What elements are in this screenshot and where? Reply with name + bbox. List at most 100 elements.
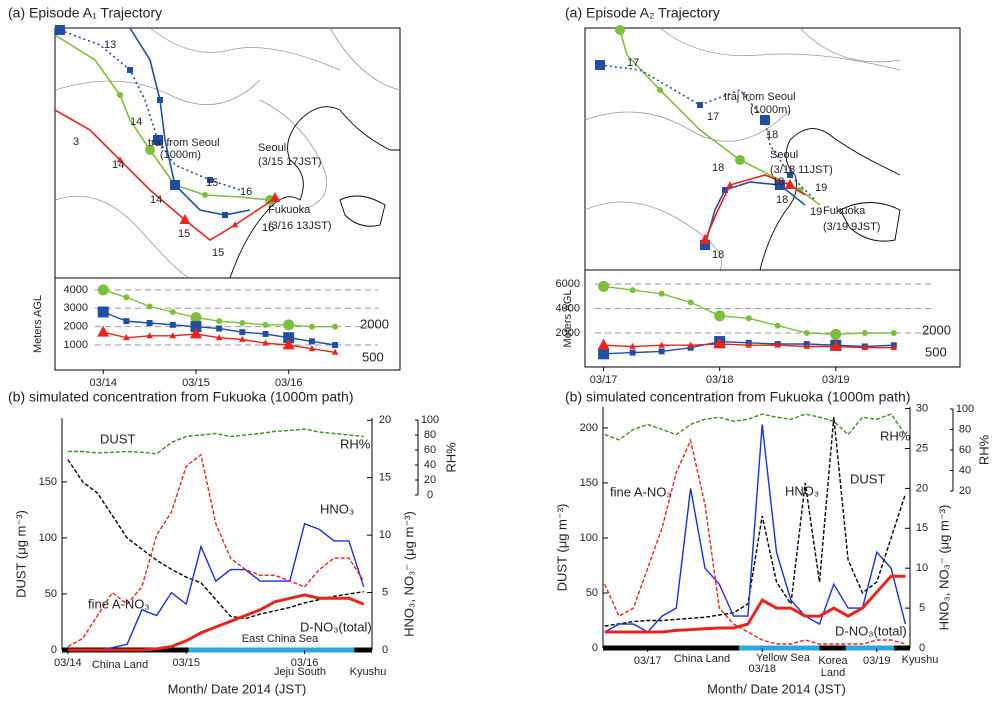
series-line bbox=[67, 428, 364, 455]
marker bbox=[145, 145, 155, 155]
y3-tick-label: 20 bbox=[959, 485, 971, 497]
x-tick-label: 03/17 bbox=[590, 374, 618, 386]
x-axis-label: Month/ Date 2014 (JST) bbox=[707, 681, 846, 696]
map-frame bbox=[54, 27, 401, 279]
series-line bbox=[604, 413, 906, 441]
marker bbox=[123, 294, 130, 301]
map-label: traj from Seoul bbox=[724, 91, 796, 103]
y3-tick-label: 60 bbox=[959, 444, 971, 456]
map-label: 18 bbox=[776, 194, 788, 206]
plot-frame bbox=[584, 269, 961, 368]
marker bbox=[169, 308, 176, 315]
map-label: 15 bbox=[206, 177, 218, 189]
marker bbox=[726, 181, 734, 188]
series-line bbox=[67, 453, 365, 648]
marker bbox=[629, 342, 636, 349]
annotation: Korea bbox=[818, 655, 848, 667]
marker bbox=[722, 187, 728, 193]
marker bbox=[598, 348, 610, 360]
y-tick-label: 4000 bbox=[64, 284, 88, 296]
y-tick-label: 3000 bbox=[64, 302, 88, 314]
map-label: 15 bbox=[178, 228, 190, 240]
y3-tick-label: 100 bbox=[956, 403, 974, 415]
marker bbox=[269, 192, 281, 202]
map-label: 14 bbox=[112, 159, 124, 171]
series-label: D-NO₃(total) bbox=[835, 623, 907, 638]
map-label: 16 bbox=[262, 222, 274, 234]
marker bbox=[239, 335, 246, 342]
annotation: Yellow Sea bbox=[756, 652, 811, 664]
x-tick-label: 03/14 bbox=[54, 657, 82, 669]
y-axis-label: DUST (μg m⁻³) bbox=[13, 510, 28, 598]
series-label: 500 bbox=[362, 349, 384, 364]
y3-tick-label: 40 bbox=[959, 464, 971, 476]
series-label: 2000 bbox=[360, 316, 389, 331]
annotation: Kyushu bbox=[350, 666, 387, 678]
marker bbox=[308, 338, 315, 345]
y3-axis-label: RH% bbox=[443, 442, 458, 473]
marker bbox=[861, 329, 868, 336]
y-tick-label: 50 bbox=[45, 588, 57, 600]
y2-tick-label: 20 bbox=[916, 482, 928, 494]
marker bbox=[157, 97, 163, 103]
annotation: Land bbox=[821, 667, 845, 679]
marker bbox=[146, 319, 153, 326]
marker bbox=[239, 319, 246, 326]
chart: 1000 2000 3000 4000 Meters AGL 03/14 03/15 03/1… bbox=[32, 277, 401, 389]
marker bbox=[658, 341, 665, 348]
x-tick-label: 03/16 bbox=[275, 377, 303, 389]
map-label: traj from Seoul bbox=[148, 137, 220, 149]
y2-tick-label: 0 bbox=[382, 644, 388, 656]
map-label: Fukuoka bbox=[823, 205, 866, 217]
y-tick-label: 100 bbox=[580, 532, 598, 544]
map-borders bbox=[54, 27, 401, 279]
marker bbox=[615, 25, 625, 35]
marker bbox=[332, 323, 339, 330]
marker bbox=[699, 234, 711, 244]
annotation: Kyushu bbox=[902, 654, 939, 666]
marker bbox=[190, 311, 202, 323]
marker bbox=[714, 310, 726, 322]
series-label: D-NO₃(total) bbox=[300, 619, 372, 634]
marker bbox=[146, 303, 153, 310]
y-tick-label: 2000 bbox=[64, 321, 88, 333]
series-line bbox=[604, 574, 906, 634]
y2-tick-label: 5 bbox=[919, 602, 925, 614]
marker bbox=[283, 319, 295, 331]
x-tick-label: 03/14 bbox=[89, 377, 117, 389]
marker bbox=[658, 348, 665, 355]
map-label: (3/18 11JST) bbox=[770, 164, 833, 176]
marker bbox=[861, 344, 869, 351]
marker bbox=[775, 180, 785, 190]
marker bbox=[146, 332, 153, 339]
marker bbox=[595, 60, 605, 70]
series-label: 500 bbox=[925, 344, 947, 359]
map-borders bbox=[584, 27, 901, 271]
marker bbox=[169, 332, 177, 339]
series-label: HNO₃ bbox=[785, 483, 819, 498]
y-tick-label: 2000 bbox=[556, 327, 580, 339]
y2-tick-label: 30 bbox=[916, 403, 928, 415]
marker bbox=[760, 115, 770, 125]
chart: (b) simulated concentration from Fukuoka… bbox=[8, 389, 458, 697]
marker bbox=[239, 329, 246, 336]
marker bbox=[55, 25, 65, 35]
marker bbox=[170, 180, 180, 190]
y-tick-label: 0 bbox=[592, 642, 598, 654]
marker bbox=[332, 342, 339, 349]
marker bbox=[216, 318, 223, 325]
plot-frame bbox=[54, 277, 401, 371]
marker bbox=[117, 92, 123, 98]
marker bbox=[331, 348, 339, 355]
series-line bbox=[604, 438, 906, 645]
map-label: Fukuoka bbox=[268, 204, 311, 216]
y-tick-label: 6000 bbox=[556, 278, 580, 290]
marker bbox=[179, 214, 191, 224]
x-tick-label: 03/17 bbox=[634, 655, 662, 667]
marker bbox=[629, 349, 636, 356]
marker bbox=[829, 339, 842, 351]
y-tick-label: 150 bbox=[39, 476, 57, 488]
series-line bbox=[67, 522, 365, 651]
series-label: fine A-NO₃ bbox=[610, 484, 672, 499]
marker bbox=[123, 334, 130, 341]
